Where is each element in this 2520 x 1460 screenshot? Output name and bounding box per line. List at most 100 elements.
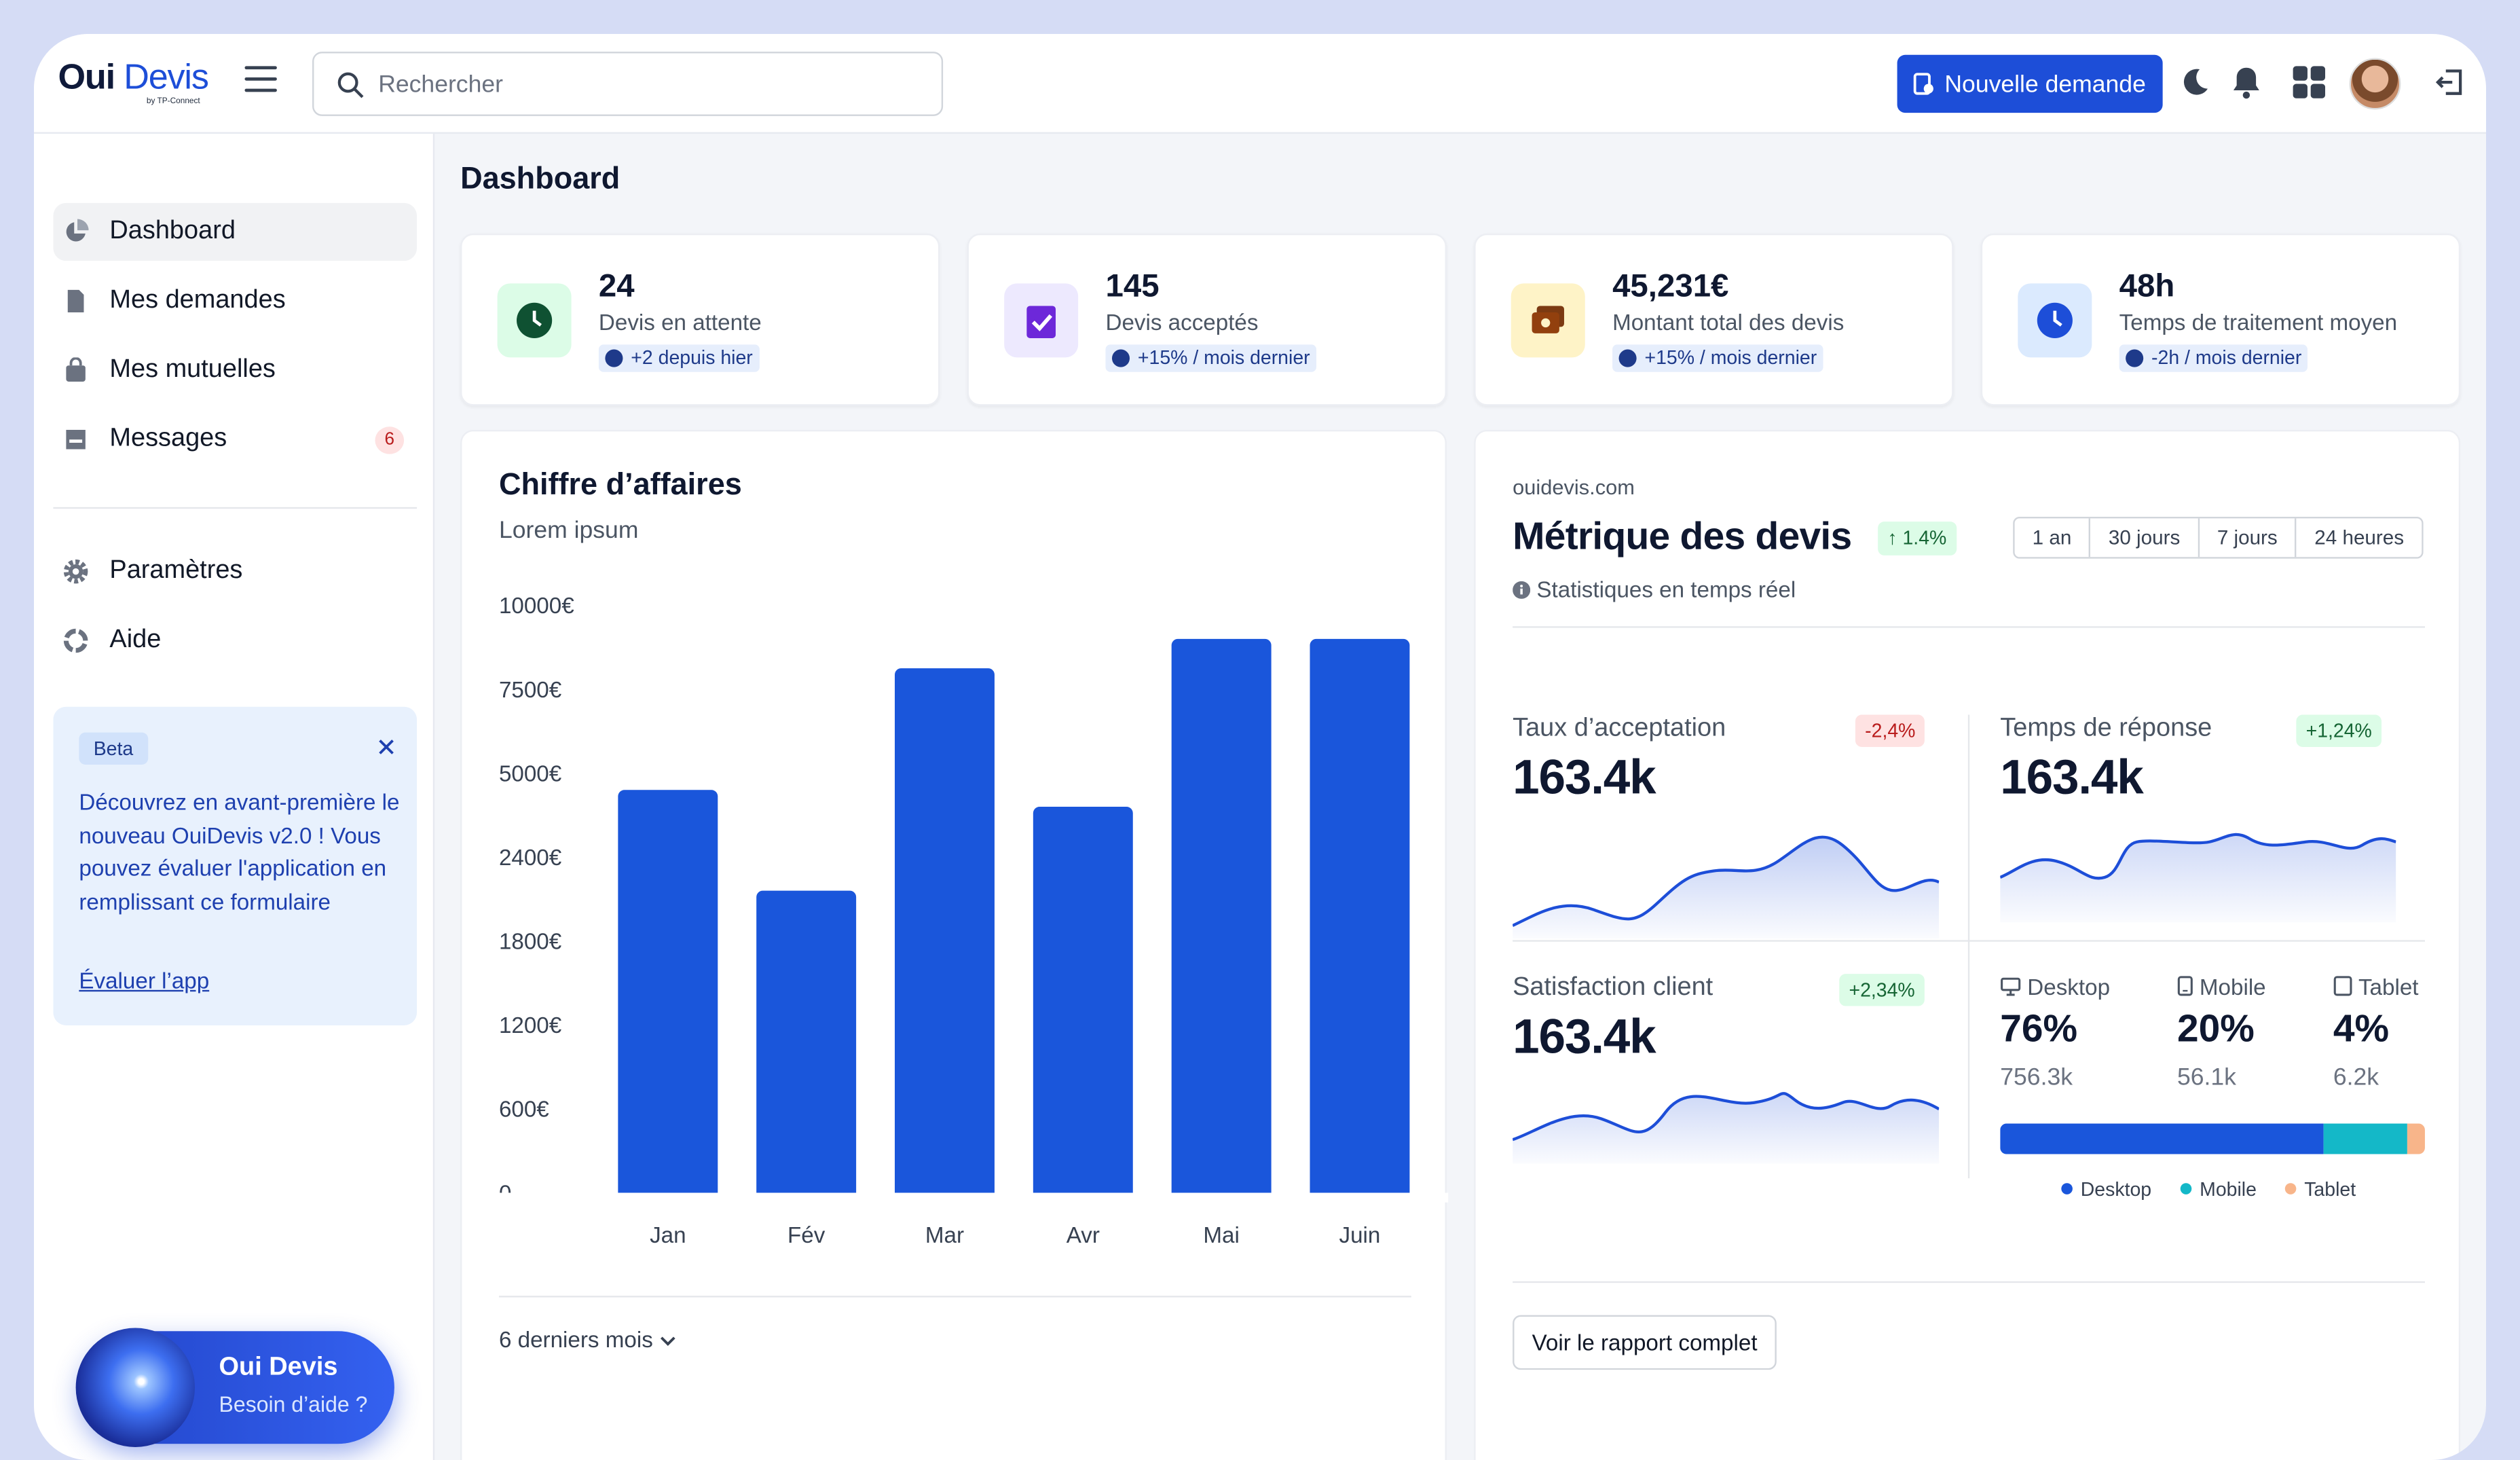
device-count-tablet: 6.2k <box>2333 1063 2379 1092</box>
clipboard-check-icon <box>1004 283 1079 358</box>
sidebar: Dashboard Mes demandes Mes mutuelles Mes… <box>34 133 435 1460</box>
document-icon <box>67 289 84 313</box>
bar-fév[interactable] <box>756 890 857 1199</box>
bag-icon <box>66 357 86 382</box>
x-tick-label: Fév <box>788 1223 826 1248</box>
acceptance-sparkline <box>1513 835 1940 938</box>
device-share-tablet <box>2407 1123 2425 1154</box>
menu-icon[interactable] <box>244 66 277 95</box>
stat-delta: +15% / mois dernier <box>1612 344 1823 372</box>
sidebar-item-messages[interactable]: Messages 6 <box>53 411 417 469</box>
range-24-heures[interactable]: 24 heures <box>2314 526 2405 549</box>
satisfaction-sparkline <box>1513 1092 1940 1164</box>
metrics-subtitle: Statistiques en temps réel <box>1513 577 1796 602</box>
close-icon[interactable] <box>375 735 397 758</box>
x-tick-label: Jan <box>650 1223 686 1248</box>
full-report-button[interactable]: Voir le rapport complet <box>1513 1315 1777 1370</box>
assistant-orb-icon <box>75 1328 196 1447</box>
metrics-header-divider <box>1513 626 2425 628</box>
revenue-bar-chart: 10000€7500€5000€2400€1800€1200€600€0JanF… <box>462 594 1449 1248</box>
kpi-delta-badge: -2,4% <box>1855 714 1925 747</box>
pie-chart-icon <box>66 219 89 242</box>
device-share-desktop <box>2000 1123 2323 1154</box>
chart-baseline-mask <box>462 1192 1449 1203</box>
sidebar-divider <box>53 507 418 509</box>
moon-icon[interactable] <box>2177 65 2212 100</box>
kpi-value: 163.4k <box>1513 752 1656 805</box>
bar-mai[interactable] <box>1171 638 1272 1199</box>
revenue-divider <box>498 1296 1411 1298</box>
device-pct-tablet: 4% <box>2333 1007 2390 1051</box>
device-label-tablet: Tablet <box>2333 974 2418 1000</box>
bar-jan[interactable] <box>618 790 718 1199</box>
stat-value: 45,231€ <box>1612 269 1729 305</box>
new-request-button[interactable]: Nouvelle demande <box>1897 54 2163 113</box>
logout-icon[interactable] <box>2433 65 2468 100</box>
bar-avr[interactable] <box>1033 806 1133 1199</box>
device-share-mobile <box>2322 1123 2408 1154</box>
x-tick-label: Mar <box>925 1223 964 1248</box>
legend-mobile: Mobile <box>2181 1178 2257 1201</box>
beta-message: Découvrez en avant-première le nouveau O… <box>79 788 400 914</box>
time-range-selector: 1 an 30 jours 7 jours 24 heures <box>2013 517 2424 559</box>
top-bar: Oui Devis by TP-Connect Rechercher Nouve… <box>34 34 2486 134</box>
y-tick-label: 600€ <box>499 1097 549 1123</box>
bell-icon[interactable] <box>2229 65 2264 100</box>
kpi-label: Temps de réponse <box>2000 714 2212 742</box>
sidebar-item-parametres[interactable]: Paramètres <box>53 543 417 600</box>
apps-grid-icon[interactable] <box>2291 65 2327 100</box>
range-7-jours[interactable]: 7 jours <box>2200 518 2297 558</box>
revenue-subtitle: Lorem ipsum <box>498 517 639 545</box>
logo[interactable]: Oui Devis <box>58 56 209 97</box>
x-tick-label: Juin <box>1339 1223 1381 1248</box>
sidebar-item-aide[interactable]: Aide <box>53 612 417 670</box>
app-window: Oui Devis by TP-Connect Rechercher Nouve… <box>34 34 2486 1460</box>
metrics-site: ouidevis.com <box>1513 475 1635 499</box>
y-tick-label: 2400€ <box>499 845 561 871</box>
y-tick-label: 10000€ <box>499 594 574 619</box>
device-label-mobile: Mobile <box>2177 974 2266 1000</box>
sidebar-item-mes-mutuelles[interactable]: Mes mutuelles <box>53 342 417 399</box>
evaluate-app-link[interactable]: Évaluer l’app <box>79 967 210 993</box>
sidebar-item-dashboard[interactable]: Dashboard <box>53 202 418 261</box>
help-assistant-button[interactable]: Oui Devis Besoin d’aide ? <box>75 1328 394 1447</box>
y-tick-label: 7500€ <box>499 678 561 703</box>
stat-label: Devis acceptés <box>1105 309 1259 335</box>
clock-icon <box>2018 283 2092 358</box>
metrics-title: Métrique des devis <box>1513 515 1852 559</box>
metrics-trend-badge: ↑ 1.4% <box>1878 522 1957 555</box>
bar-mar[interactable] <box>895 668 995 1199</box>
messages-count-badge: 6 <box>375 426 405 454</box>
assistant-subtitle: Besoin d’aide ? <box>219 1392 368 1417</box>
lifebuoy-icon <box>63 628 88 653</box>
range-1-an[interactable]: 1 an <box>2015 518 2091 558</box>
stat-value: 145 <box>1105 269 1160 305</box>
kpi-delta-badge: +1,24% <box>2296 714 2382 747</box>
stat-card-accepted: 145 Devis acceptés +15% / mois dernier <box>967 233 1447 406</box>
logo-subtitle: by TP-Connect <box>146 96 200 107</box>
stat-delta: +15% / mois dernier <box>1105 344 1317 372</box>
stat-card-pending: 24 Devis en attente +2 depuis hier <box>460 233 940 406</box>
search-icon <box>337 72 364 98</box>
search-input[interactable]: Rechercher <box>312 52 944 116</box>
stat-label: Montant total des devis <box>1612 309 1845 335</box>
kpi-value: 163.4k <box>2000 752 2144 805</box>
bar-juin[interactable] <box>1310 638 1410 1199</box>
stat-value: 48h <box>2119 269 2175 305</box>
stat-value: 24 <box>598 269 635 305</box>
device-count-desktop: 756.3k <box>2000 1063 2073 1092</box>
period-dropdown[interactable]: 6 derniers mois <box>499 1326 675 1352</box>
device-share-bar <box>2000 1123 2425 1154</box>
search-placeholder: Rechercher <box>378 71 503 98</box>
stat-card-processing-time: 48h Temps de traitement moyen -2h / mois… <box>1980 233 2461 406</box>
device-pct-desktop: 76% <box>2000 1007 2078 1051</box>
clock-icon <box>497 283 572 358</box>
stat-delta: -2h / mois dernier <box>2119 344 2308 372</box>
sidebar-item-mes-demandes[interactable]: Mes demandes <box>53 272 417 330</box>
x-tick-label: Mai <box>1203 1223 1239 1248</box>
metrics-card: ouidevis.com Métrique des devis ↑ 1.4% S… <box>1474 430 2461 1460</box>
avatar[interactable] <box>2349 58 2401 110</box>
y-tick-label: 1200€ <box>499 1013 561 1038</box>
range-30-jours[interactable]: 30 jours <box>2091 518 2200 558</box>
legend-desktop: Desktop <box>2061 1178 2151 1201</box>
